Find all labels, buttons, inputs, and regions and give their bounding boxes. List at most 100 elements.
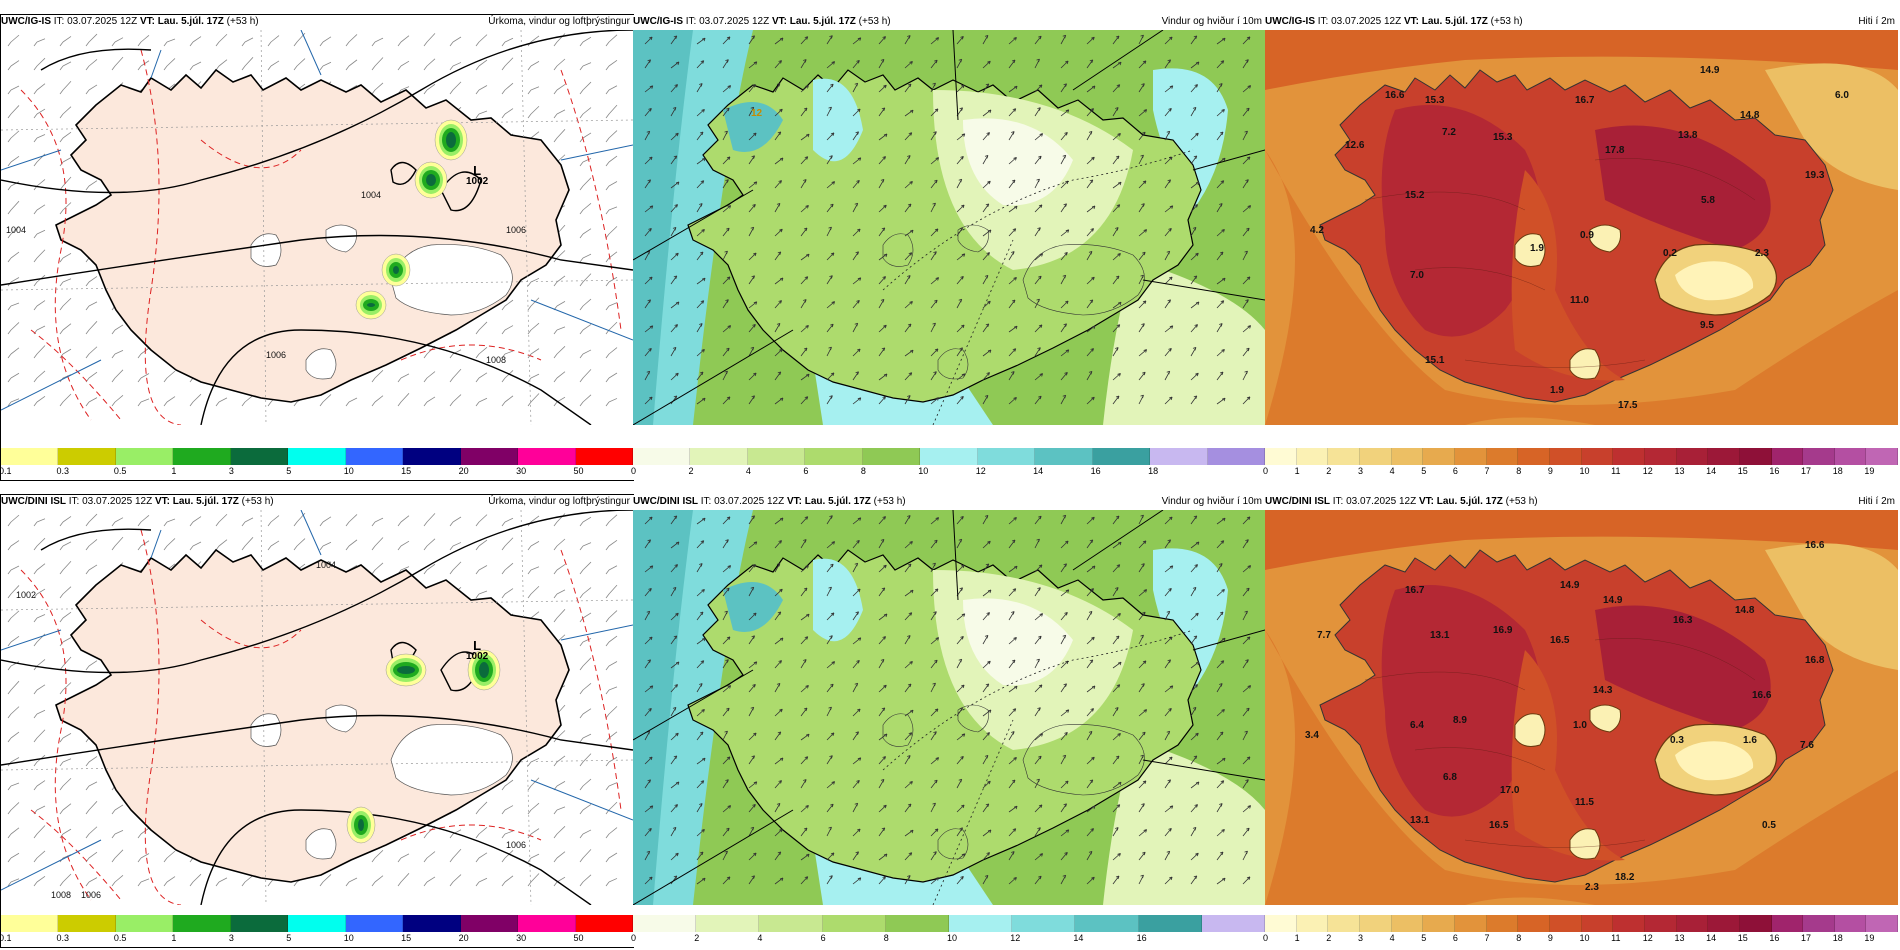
it-label: IT: [1332,496,1344,507]
colorbar-tick: 5 [1421,466,1427,476]
panel-precip-igis: UWC/IG-IS IT: 03.07.2025 12Z VT: Lau. 5.… [0,14,634,481]
colorbar-swatch [1518,448,1550,465]
colorbar-swatch [1150,448,1208,465]
colorbar-swatch [230,448,289,465]
model-name: UWC/IG-IS [1,16,51,27]
colorbar-ticks: 0 2 4 6 8 10 12 14 16 [631,933,1265,945]
panel-temp-igis: UWC/IG-IS IT: 03.07.2025 12Z VT: Lau. 5.… [1263,15,1899,480]
panel-header: UWC/DINI ISL IT: 03.07.2025 12Z VT: Lau.… [1,495,633,509]
temp-label: 15.3 [1493,132,1513,143]
temp-label: 19.3 [1805,170,1825,181]
colorbar-swatch [1771,915,1804,932]
colorbar-swatch [690,448,748,465]
colorbar-ticks: 0 2 4 6 8 10 12 14 16 18 [631,466,1265,478]
colorbar-tick: 10 [1579,933,1590,943]
colorbar-swatch [1739,448,1772,465]
temp-label: 4.2 [1310,225,1324,236]
forecast-map [633,510,1265,905]
colorbar-tick: 9 [1547,933,1553,943]
colorbar-tick: 4 [1389,466,1395,476]
low-pressure: 1002 [466,651,489,662]
colorbar-swatch [1423,915,1455,932]
colorbar-swatch [1454,448,1487,465]
colorbar-swatch [288,915,346,932]
colorbar-swatch [1201,915,1266,932]
colorbar-tick: 5 [1421,933,1427,943]
colorbar-swatch [1803,915,1835,932]
colorbar-tick: 30 [516,933,527,943]
temp-label: 14.8 [1735,605,1755,616]
colorbar-swatch [1296,448,1329,465]
colorbar-tick: 0.5 [113,466,127,476]
model-name: UWC/IG-IS [633,16,683,27]
colorbar-tick: 0.5 [113,933,127,943]
temp-label: 17.0 [1500,785,1520,796]
colorbar-tick: 1 [171,933,177,943]
colorbar-tick: 7 [1484,933,1490,943]
colorbar-swatch [920,448,978,465]
temp-label: 6.4 [1410,720,1424,731]
temp-label: 17.8 [1605,145,1625,156]
colorbar-tick: 4 [757,933,763,943]
temp-label: 15.2 [1405,190,1425,201]
colorbar-swatch [1866,448,1899,465]
low-letter: L [473,638,482,653]
temp-label: 7.6 [1800,740,1814,751]
colorbar-swatch [1391,915,1424,932]
colorbar-tick: 12 [975,466,986,476]
colorbar-swatch [1012,915,1076,932]
model-name: UWC/DINI ISL [1265,496,1330,507]
colorbar-swatch [1581,915,1614,932]
colorbar-tick: 16 [1136,933,1147,943]
temp-label: 6.8 [1443,772,1457,783]
vt-label: VT: [154,496,170,507]
model-name: UWC/DINI ISL [633,496,698,507]
map-canvas [1,510,633,905]
colorbar-tick: 15 [401,933,412,943]
temp-label: 17.5 [1618,400,1638,411]
colorbar-tick: 18 [1832,933,1843,943]
temp-label: 2.3 [1755,248,1769,259]
colorbar-swatch [822,915,886,932]
colorbar-tick: 19 [1864,466,1875,476]
valid-time: Lau. 5.júl. 17Z [172,496,239,507]
colorbar-tick: 1 [171,466,177,476]
isobar-label: 1004 [6,225,27,235]
temp-label: 16.5 [1550,635,1570,646]
colorbar-tick: 14 [1073,933,1084,943]
colorbar-swatch [1613,448,1645,465]
colorbar-tick: 8 [883,933,889,943]
colorbar-swatch [1207,448,1265,465]
temp-label: 8.9 [1453,715,1467,726]
temp-label: 15.1 [1425,355,1445,366]
colorbar-tick: 10 [918,466,929,476]
colorbar-swatch [1708,448,1740,465]
it-label: IT: [1317,16,1329,27]
panel-title: Hiti í 2m [1858,496,1895,507]
colorbar-tick: 15 [1737,466,1748,476]
isobar-label: 1008 [486,355,507,365]
colorbar-swatch [460,915,519,932]
colorbar-swatch [1644,915,1677,932]
colorbar-swatch [1549,915,1582,932]
temp-label: 16.9 [1493,625,1513,636]
colorbar-swatch [1739,915,1772,932]
forecast-map: 16.6 16.7 14.9 14.9 16.3 14.8 7.7 13.1 16.9 16.5 1… [1265,510,1898,905]
vt-label: VT: [1418,496,1434,507]
colorbar-swatch [1,448,59,465]
colorbar-tick: 0.3 [56,933,69,943]
colorbar-swatch [403,915,461,932]
temp-label: 13.1 [1410,815,1430,826]
colorbar-swatch [696,915,760,932]
temp-label: 0.5 [1762,820,1776,831]
valid-time: Lau. 5.júl. 17Z [157,16,224,27]
colorbar-tick: 2 [1326,466,1332,476]
panel-wind-dini: UWC/DINI ISL IT: 03.07.2025 12Z VT: Lau.… [631,495,1266,947]
colorbar-tick: 6 [1452,466,1458,476]
temp-label: 16.7 [1405,585,1425,596]
vt-label: VT: [1403,16,1419,27]
temp-label: 12.6 [1345,140,1365,151]
colorbar-swatch [1581,448,1614,465]
colorbar-tick: 13 [1674,933,1685,943]
colorbar-tick: 4 [1389,933,1395,943]
